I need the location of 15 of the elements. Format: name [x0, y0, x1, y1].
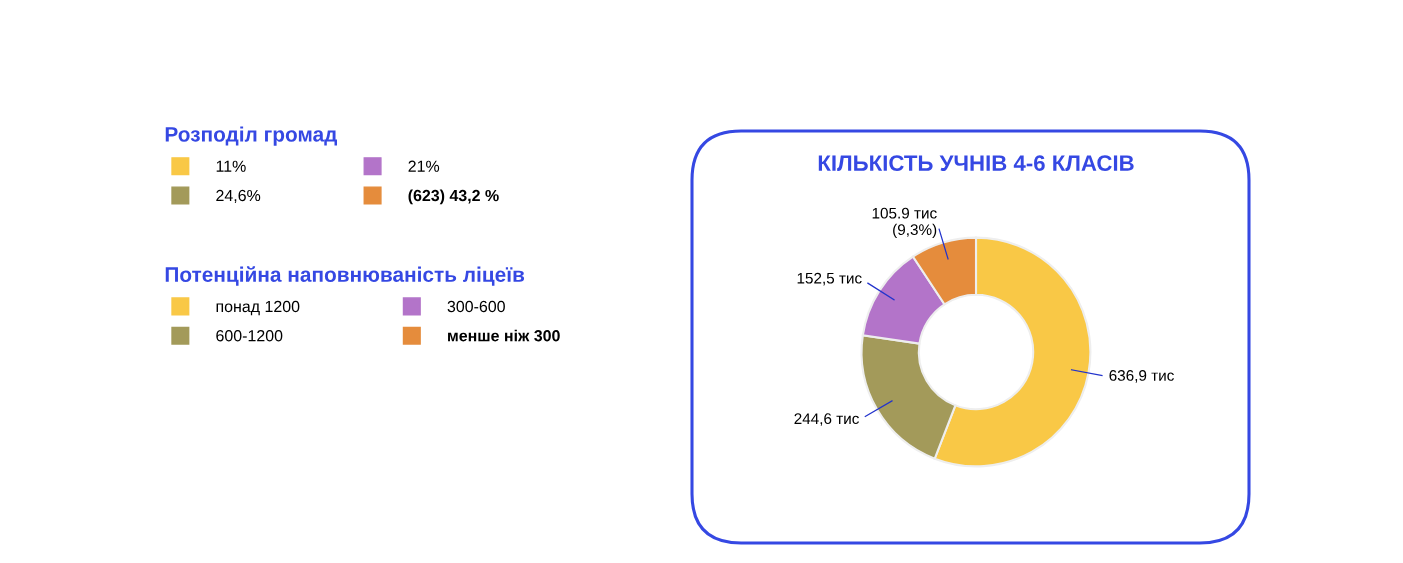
- category-label: 24,6%: [216, 189, 261, 204]
- legend-title: Потенційна наповнюваність ліцеїв: [165, 266, 525, 286]
- chart-title: КІЛЬКІСТЬ УЧНІВ 4-6 КЛАСІВ: [818, 155, 1134, 171]
- category-label: 11%: [216, 160, 246, 172]
- data-label: 636,9 тис: [1109, 370, 1174, 383]
- category-label: 21%: [408, 160, 440, 172]
- legend-label: менше ніж 300: [448, 329, 560, 342]
- text: Розподіл громад: [165, 126, 337, 146]
- data-label: 152,5 тис: [797, 272, 862, 286]
- category-label: (623) 43,2 %: [408, 189, 499, 205]
- data-label: 105.9 тис (9,3%): [872, 207, 937, 239]
- legend-label: понад 1200: [216, 300, 300, 316]
- legend-label: 600-1200: [216, 330, 283, 342]
- data-label: 244,6 тис: [794, 413, 859, 426]
- legend-label: 300-600: [447, 300, 505, 313]
